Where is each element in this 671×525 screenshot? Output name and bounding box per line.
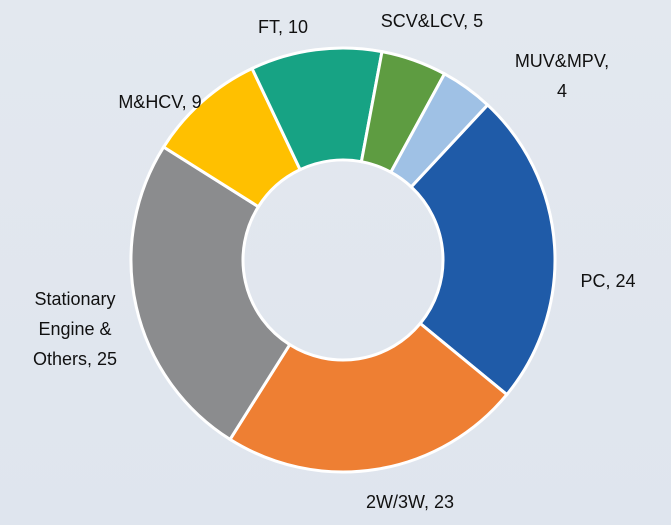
data-label: MUV&MPV,: [515, 51, 609, 71]
data-label: FT, 10: [258, 17, 308, 37]
donut-slice: [409, 102, 557, 397]
data-label: Engine &: [38, 319, 111, 339]
donut-slice: [227, 321, 509, 474]
donut-slice: [129, 144, 292, 442]
data-label: SCV&LCV, 5: [381, 11, 483, 31]
data-label: Others, 25: [33, 349, 117, 369]
data-label: Stationary: [34, 289, 115, 309]
data-label: 2W/3W, 23: [366, 492, 454, 512]
donut-slice: [388, 71, 490, 189]
data-label: M&HCV, 9: [118, 92, 201, 112]
data-label: PC, 24: [580, 271, 635, 291]
data-label: 4: [557, 81, 567, 101]
